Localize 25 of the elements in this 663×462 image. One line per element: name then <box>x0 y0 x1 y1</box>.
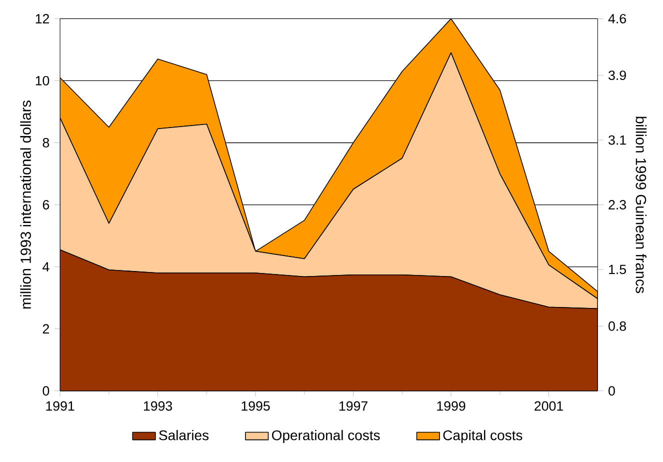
y-tick-label: 10 <box>36 76 50 86</box>
y-tick-label: 12 <box>36 14 49 24</box>
y-tick-label: 8 <box>42 138 50 148</box>
x-tick-label: 2001 <box>534 401 563 411</box>
x-tick-label: 1993 <box>144 401 172 411</box>
y2-tick-label: 0.8 <box>608 322 626 332</box>
y-tick-label: 2 <box>42 324 49 334</box>
x-tick-label: 1999 <box>437 401 466 411</box>
y2-tick-label: 0 <box>608 386 615 396</box>
y2-axis-title: billion 1999 Guinean francs <box>636 117 647 294</box>
legend-label: Operational costs <box>272 430 380 444</box>
y-axis-title: million 1993 international dollars <box>20 100 31 309</box>
x-tick-label: 1995 <box>242 401 270 411</box>
legend-label: Capital costs <box>443 430 522 444</box>
y2-tick-label: 4.6 <box>608 14 626 24</box>
y-tick-label: 0 <box>42 386 50 396</box>
y2-tick-label: 2.3 <box>608 200 626 210</box>
legend-label: Salaries <box>159 430 209 440</box>
x-tick-label: 1997 <box>339 401 368 411</box>
y2-tick-label: 3.9 <box>608 70 626 80</box>
y-tick-label: 6 <box>42 200 50 210</box>
y2-tick-label: 3.1 <box>608 136 626 145</box>
x-tick-label: 1991 <box>46 401 74 411</box>
y2-tick-label: 1.5 <box>609 265 626 274</box>
y-tick-label: 4 <box>42 262 50 272</box>
